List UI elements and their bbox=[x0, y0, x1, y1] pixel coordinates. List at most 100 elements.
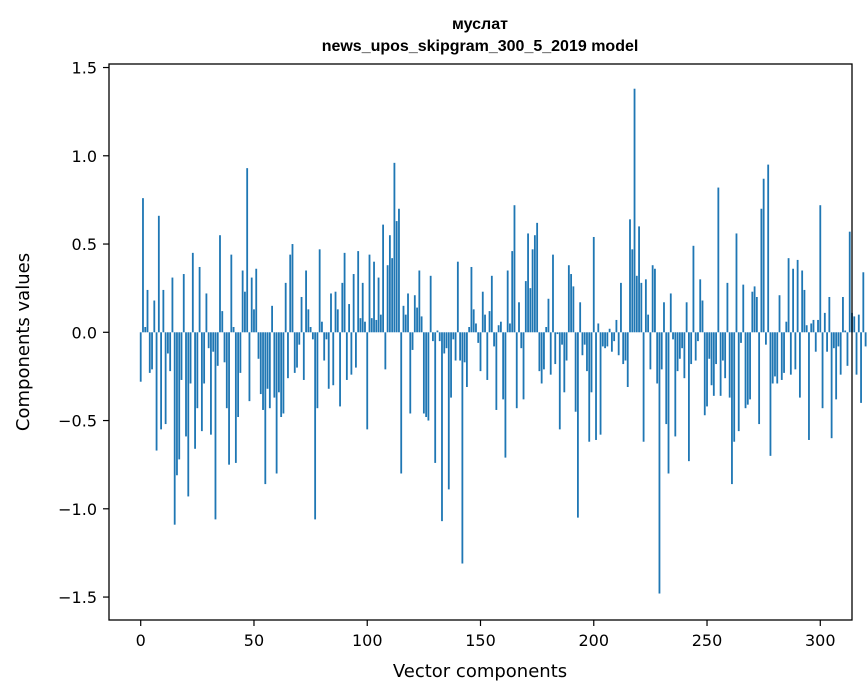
bar-66 bbox=[289, 254, 292, 333]
bar-276 bbox=[765, 332, 767, 345]
bar-82 bbox=[325, 332, 328, 340]
bar-41 bbox=[232, 327, 235, 333]
bar-39 bbox=[228, 332, 230, 465]
bar-96 bbox=[357, 251, 360, 333]
bar-248 bbox=[701, 300, 704, 333]
bar-233 bbox=[667, 332, 670, 474]
bar-222 bbox=[642, 332, 645, 442]
bar-153 bbox=[486, 332, 489, 380]
bar-71 bbox=[300, 296, 303, 333]
bar-272 bbox=[755, 296, 758, 333]
bar-226 bbox=[651, 265, 654, 333]
bar-95 bbox=[355, 332, 357, 368]
bar-55 bbox=[264, 332, 267, 485]
bar-208 bbox=[610, 332, 613, 352]
bar-108 bbox=[384, 332, 387, 370]
bar-165 bbox=[513, 205, 516, 333]
bar-257 bbox=[721, 332, 724, 361]
bar-256 bbox=[719, 332, 722, 396]
bar-294 bbox=[805, 325, 808, 333]
bar-106 bbox=[379, 314, 382, 333]
bar-160 bbox=[502, 332, 505, 400]
bar-92 bbox=[348, 304, 351, 333]
bar-221 bbox=[640, 282, 643, 333]
bar-227 bbox=[654, 268, 656, 333]
bar-100 bbox=[366, 332, 369, 430]
bar-263 bbox=[735, 233, 738, 333]
bar-161 bbox=[504, 332, 507, 458]
bar-126 bbox=[425, 332, 428, 418]
x-tick-label: 50 bbox=[244, 631, 264, 650]
bar-22 bbox=[189, 332, 192, 384]
bar-254 bbox=[715, 332, 717, 365]
bar-85 bbox=[332, 332, 335, 386]
bar-47 bbox=[246, 168, 249, 333]
bar-72 bbox=[302, 332, 305, 380]
bar-33 bbox=[214, 332, 217, 520]
bar-247 bbox=[699, 279, 702, 333]
bar-171 bbox=[527, 233, 529, 333]
bar-168 bbox=[520, 332, 523, 349]
bar-215 bbox=[626, 332, 629, 388]
y-axis-label: Components values bbox=[13, 253, 34, 431]
x-tick-label: 200 bbox=[578, 631, 609, 650]
bar-313 bbox=[848, 231, 851, 333]
bar-9 bbox=[160, 332, 162, 430]
bar-286 bbox=[787, 258, 790, 333]
bar-117 bbox=[404, 314, 407, 333]
bar-156 bbox=[493, 332, 495, 347]
bar-225 bbox=[649, 332, 652, 370]
bar-146 bbox=[470, 266, 473, 333]
bar-214 bbox=[624, 332, 627, 361]
x-axis-ticks: 0 50 100 150 200 250 300 bbox=[136, 620, 836, 650]
bar-299 bbox=[817, 319, 819, 333]
bar-2 bbox=[144, 327, 147, 333]
bar-223 bbox=[644, 279, 647, 333]
bar-87 bbox=[336, 309, 339, 333]
bar-10 bbox=[162, 289, 165, 333]
bar-68 bbox=[293, 332, 296, 373]
bar-123 bbox=[418, 270, 421, 333]
bar-219 bbox=[635, 275, 638, 333]
bar-43 bbox=[237, 332, 240, 418]
bar-298 bbox=[814, 332, 817, 352]
bar-304 bbox=[828, 296, 831, 333]
bar-237 bbox=[676, 332, 679, 372]
bar-238 bbox=[678, 332, 681, 359]
bar-134 bbox=[443, 332, 446, 354]
bar-40 bbox=[230, 254, 233, 333]
bar-319 bbox=[862, 272, 865, 333]
bar-5 bbox=[151, 332, 153, 370]
bar-303 bbox=[826, 332, 828, 352]
bar-301 bbox=[821, 332, 824, 409]
bar-195 bbox=[581, 332, 584, 356]
bar-18 bbox=[180, 332, 183, 380]
bar-111 bbox=[391, 258, 394, 333]
bar-81 bbox=[323, 332, 326, 361]
bar-207 bbox=[608, 328, 611, 333]
bar-245 bbox=[694, 332, 697, 361]
x-tick-label: 250 bbox=[692, 631, 723, 650]
bar-45 bbox=[241, 270, 244, 333]
bar-310 bbox=[842, 296, 844, 333]
bar-230 bbox=[660, 332, 663, 370]
bar-268 bbox=[746, 332, 749, 405]
chart-title-line1: муслат bbox=[452, 16, 508, 33]
bar-302 bbox=[823, 312, 826, 333]
bar-4 bbox=[148, 332, 151, 373]
bar-28 bbox=[203, 332, 206, 384]
bar-147 bbox=[472, 309, 475, 333]
bar-178 bbox=[543, 332, 545, 370]
bar-26 bbox=[198, 266, 201, 333]
bar-269 bbox=[749, 332, 751, 400]
bar-311 bbox=[844, 330, 847, 333]
bar-174 bbox=[533, 235, 536, 333]
y-tick-label: 0.5 bbox=[72, 235, 97, 254]
bar-287 bbox=[789, 332, 792, 375]
bar-190 bbox=[570, 274, 573, 333]
bar-198 bbox=[588, 332, 591, 442]
bar-142 bbox=[461, 332, 464, 564]
bar-137 bbox=[450, 332, 452, 398]
bar-289 bbox=[794, 332, 797, 370]
